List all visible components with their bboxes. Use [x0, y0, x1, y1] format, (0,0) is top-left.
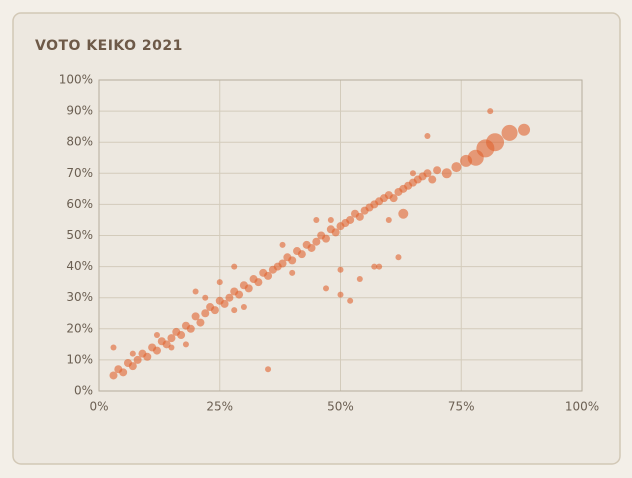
- y-tick-label: 50%: [66, 228, 93, 242]
- point: [313, 216, 320, 223]
- point: [331, 228, 340, 237]
- point: [518, 123, 531, 136]
- point: [128, 362, 137, 371]
- point: [389, 194, 398, 203]
- point: [312, 237, 321, 246]
- x-tick-label: 0%: [89, 400, 108, 414]
- point: [278, 259, 287, 268]
- point: [487, 108, 494, 115]
- point: [322, 234, 331, 243]
- point: [152, 346, 161, 355]
- x-tick-label: 100%: [565, 400, 599, 414]
- point: [182, 341, 189, 348]
- x-tick-label: 50%: [327, 400, 354, 414]
- point: [244, 284, 253, 293]
- point: [356, 276, 363, 283]
- point: [307, 243, 316, 252]
- y-tick-label: 80%: [66, 135, 93, 149]
- point: [231, 307, 238, 314]
- y-tick-label: 10%: [66, 352, 93, 366]
- point: [191, 312, 200, 321]
- x-tick-label: 75%: [448, 400, 475, 414]
- plot-frame: [98, 79, 583, 392]
- point: [265, 366, 272, 373]
- point: [327, 216, 334, 223]
- point: [376, 263, 383, 270]
- point: [196, 318, 205, 327]
- point: [240, 304, 247, 311]
- point: [133, 355, 142, 364]
- x-tick-label: 25%: [206, 400, 233, 414]
- point: [192, 288, 199, 295]
- point: [235, 290, 244, 299]
- y-tick-label: 60%: [66, 197, 93, 211]
- point: [225, 293, 234, 302]
- point: [486, 133, 505, 152]
- point: [433, 166, 442, 175]
- point: [162, 340, 171, 349]
- point: [168, 344, 175, 351]
- point: [423, 169, 432, 178]
- point: [216, 279, 223, 286]
- point: [119, 368, 128, 377]
- y-tick-label: 70%: [66, 166, 93, 180]
- point: [167, 334, 176, 343]
- point: [202, 294, 209, 301]
- point: [143, 352, 152, 361]
- point: [186, 324, 195, 333]
- point: [279, 241, 286, 248]
- point: [288, 256, 297, 265]
- y-tick-label: 0%: [74, 384, 93, 398]
- point: [231, 263, 238, 270]
- y-tick-label: 30%: [66, 290, 93, 304]
- point: [409, 170, 416, 177]
- point: [220, 299, 229, 308]
- point: [428, 175, 437, 184]
- point: [441, 168, 452, 179]
- point: [297, 250, 306, 259]
- point: [371, 263, 378, 270]
- point: [177, 331, 186, 340]
- point: [337, 291, 344, 298]
- point: [347, 297, 354, 304]
- point: [153, 332, 160, 339]
- point: [110, 344, 117, 351]
- y-tick-label: 40%: [66, 259, 93, 273]
- chart-title: VOTO KEIKO 2021: [35, 38, 183, 54]
- point: [398, 208, 409, 219]
- y-tick-label: 20%: [66, 321, 93, 335]
- point: [201, 309, 210, 318]
- point: [109, 371, 118, 380]
- point: [129, 350, 136, 357]
- point: [323, 285, 330, 292]
- point: [385, 216, 392, 223]
- point: [395, 254, 402, 261]
- y-tick-label: 100%: [59, 73, 93, 87]
- point: [451, 162, 462, 173]
- point: [264, 271, 273, 280]
- point: [210, 306, 219, 315]
- point: [337, 266, 344, 273]
- point: [424, 132, 431, 139]
- y-tick-label: 90%: [66, 104, 93, 118]
- point: [254, 278, 263, 287]
- point: [346, 215, 355, 224]
- point: [289, 269, 296, 276]
- point: [355, 212, 364, 221]
- point: [501, 124, 518, 141]
